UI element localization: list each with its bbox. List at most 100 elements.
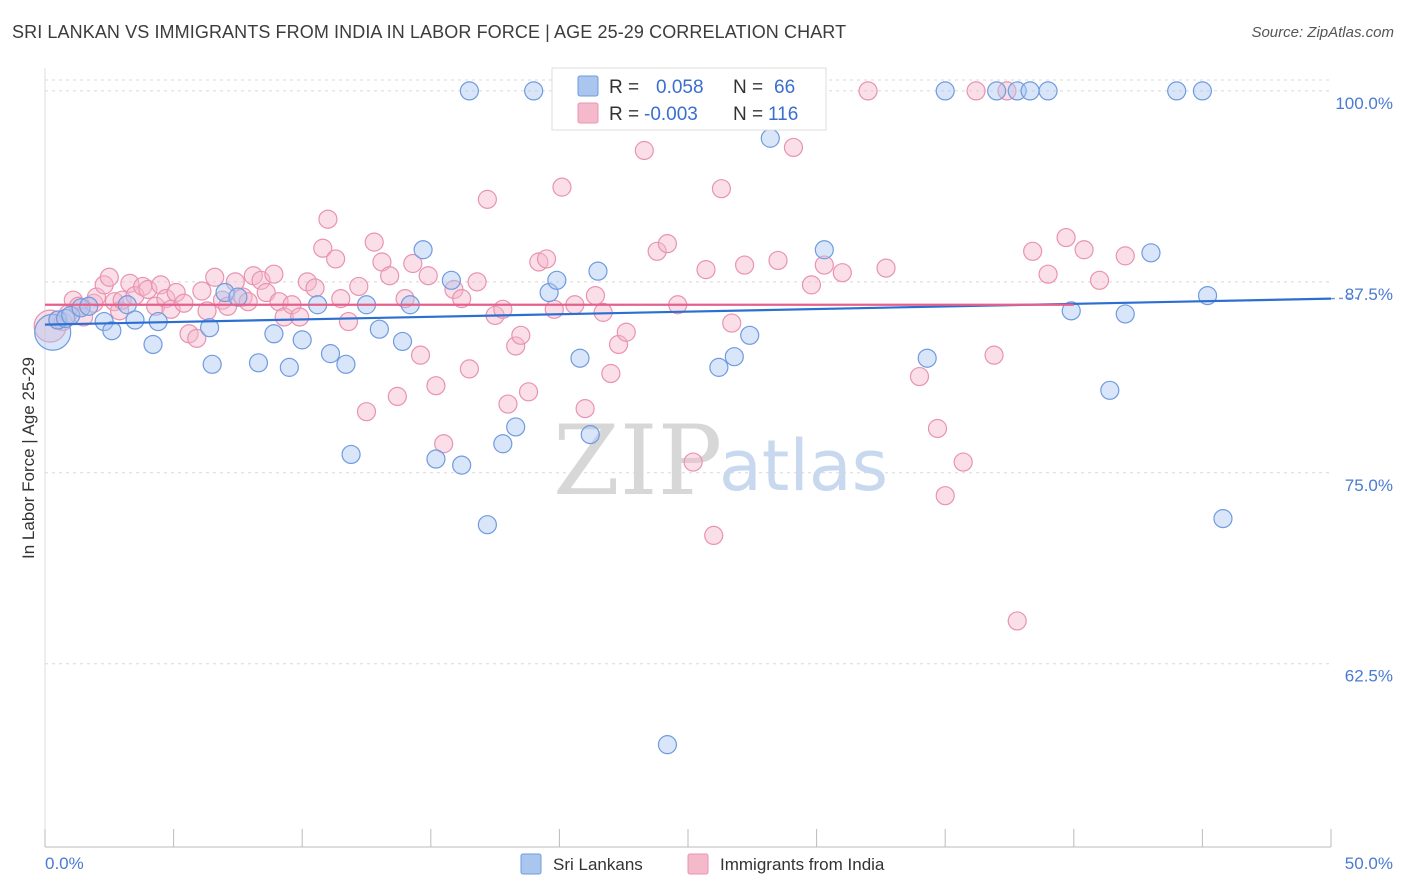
points-sri-lankans [34,81,1233,755]
point-sri-lankans [740,325,760,345]
trendline-sri-lankans-extension [1330,297,1361,300]
point-sri-lankans [657,735,678,755]
legend-swatch-india [687,853,709,875]
point-sri-lankans [1167,81,1187,101]
point-sri-lankans [539,282,559,303]
point-sri-lankans [1141,243,1161,263]
point-immigrants-from-india [634,140,654,161]
point-immigrants-from-india [264,264,284,284]
stats-n-label-sri-lankans: N = [733,77,763,98]
point-immigrants-from-india [647,241,667,261]
point-sri-lankans [760,128,780,148]
y-tick-label: 100.0% [1335,94,1393,113]
point-sri-lankans [392,331,413,352]
point-immigrants-from-india [1074,240,1094,260]
y-tick-labels: 62.5% 75.0% 87.5% 100.0% [1335,94,1393,686]
stats-legend: R = 0.058 N = 66 R = -0.003 N = 116 [551,67,827,131]
point-sri-lankans [341,444,361,465]
point-immigrants-from-india [297,272,317,292]
point-sri-lankans [580,424,600,445]
point-sri-lankans [459,81,479,101]
point-sri-lankans [55,308,76,329]
point-immigrants-from-india [608,334,629,355]
point-immigrants-from-india [552,177,572,197]
point-immigrants-from-india [935,486,955,506]
point-immigrants-from-india [783,137,804,158]
point-immigrants-from-india [984,345,1004,365]
point-sri-lankans [1115,304,1135,324]
point-immigrants-from-india [616,322,636,342]
point-sri-lankans [264,324,284,344]
point-sri-lankans [202,354,222,374]
point-sri-lankans [292,330,312,350]
point-immigrants-from-india [418,266,438,286]
stats-r-value-india: -0.003 [644,104,698,125]
point-immigrants-from-india [1023,241,1043,261]
point-immigrants-from-india [452,289,472,309]
point-sri-lankans [588,261,608,281]
point-immigrants-from-india [1115,246,1135,266]
point-immigrants-from-india [801,275,822,295]
point-sri-lankans [71,298,91,318]
point-sri-lankans [215,282,235,303]
point-sri-lankans [1020,81,1040,101]
point-immigrants-from-india [511,325,531,345]
point-immigrants-from-india [145,296,166,316]
point-immigrants-from-india [601,363,621,384]
point-immigrants-from-india [426,376,446,396]
point-sri-lankans [917,348,937,368]
point-sri-lankans [1061,301,1081,321]
stats-n-label-india: N = [733,104,763,125]
point-immigrants-from-india [696,260,716,280]
y-axis-title: In Labor Force | Age 25-29 [19,357,38,559]
point-sri-lankans [709,357,729,377]
point-immigrants-from-india [197,301,217,321]
chart-title: SRI LANKAN VS IMMIGRANTS FROM INDIA IN L… [12,22,847,42]
point-immigrants-from-india [380,266,400,286]
point-sri-lankans [279,357,299,377]
point-immigrants-from-india [909,366,930,387]
point-immigrants-from-india [814,255,834,275]
point-sri-lankans [1192,81,1213,101]
point-sri-lankans [987,81,1007,101]
point-immigrants-from-india [966,81,986,101]
point-immigrants-from-india [585,285,606,306]
point-sri-lankans [336,354,356,374]
y-tick-label: 87.5% [1345,285,1393,304]
point-sri-lankans [547,270,567,290]
point-immigrants-from-india [1038,264,1058,284]
point-immigrants-from-india [156,289,176,309]
point-immigrants-from-india [138,279,158,300]
point-sri-lankans [369,319,389,339]
point-sri-lankans [143,334,163,355]
point-immigrants-from-india [518,382,539,402]
point-sri-lankans [570,348,590,368]
point-sri-lankans [125,310,145,330]
watermark: ZIP atlas [553,405,888,517]
y-tick-label: 62.5% [1345,667,1393,686]
point-immigrants-from-india [876,258,896,278]
point-sri-lankans [441,270,461,290]
point-immigrants-from-india [313,238,333,258]
x-ticks [44,829,1332,847]
point-immigrants-from-india [467,272,487,292]
point-immigrants-from-india [575,399,595,419]
point-immigrants-from-india [953,452,973,472]
point-immigrants-from-india [395,289,415,309]
point-sri-lankans [200,318,220,338]
point-immigrants-from-india [356,402,377,422]
point-sri-lankans [477,515,497,535]
trendline-sri-lankans [44,297,1332,326]
point-immigrants-from-india [711,179,732,199]
point-sri-lankans [79,296,99,316]
point-immigrants-from-india [434,434,454,454]
point-immigrants-from-india [364,232,384,252]
point-immigrants-from-india [174,293,194,313]
point-immigrants-from-india [403,253,423,274]
point-immigrants-from-india [529,252,549,272]
point-immigrants-from-india [832,263,852,283]
points-immigrants-from-india [33,81,1135,631]
point-immigrants-from-india [704,525,724,546]
point-sri-lankans [506,417,526,437]
